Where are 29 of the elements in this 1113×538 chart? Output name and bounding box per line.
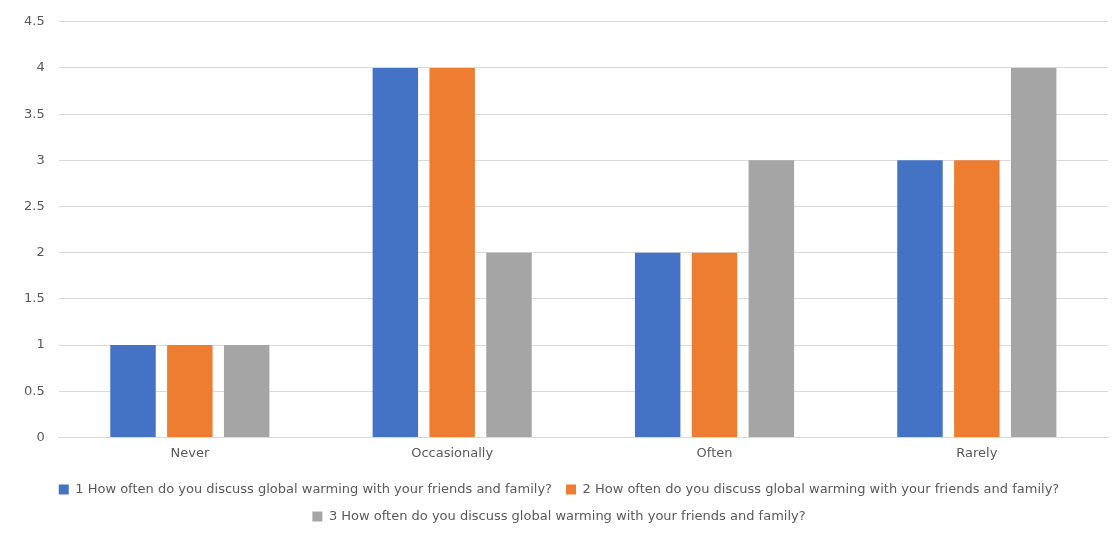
bar	[748, 160, 795, 437]
x-tick-label: Occasionally	[411, 444, 494, 460]
bar	[897, 160, 943, 437]
y-tick-label: 4	[36, 59, 45, 75]
legend-label: 1 How often do you discuss global warming with your friends and family?	[75, 480, 552, 496]
bar	[110, 345, 156, 437]
bar	[1010, 67, 1057, 437]
y-tick-label: 0	[36, 428, 45, 444]
bar	[167, 345, 213, 437]
y-tick-label: 0.5	[23, 382, 45, 398]
y-tick-label: 3	[36, 151, 45, 167]
bar	[954, 160, 1000, 437]
legend-label: 3 How often do you discuss global warming with your friends and family?	[328, 507, 806, 523]
bar	[223, 345, 270, 437]
y-tick-label: 2	[36, 244, 45, 260]
bar	[429, 67, 475, 437]
x-tick-label: Never	[170, 444, 210, 460]
x-tick-label: Rarely	[956, 444, 998, 460]
bar	[634, 252, 681, 437]
bar	[372, 67, 419, 437]
bar	[486, 252, 532, 437]
y-tick-label: 4.5	[23, 13, 45, 29]
legend-label: 2 How often do you discuss global warming with your friends and family?	[582, 480, 1060, 496]
x-tick-label: Often	[696, 444, 733, 460]
y-tick-label: 1.5	[23, 290, 45, 306]
bar	[691, 252, 738, 437]
y-tick-label: 3.5	[23, 105, 45, 121]
y-tick-label: 1	[36, 336, 45, 352]
y-tick-label: 2.5	[23, 197, 45, 213]
